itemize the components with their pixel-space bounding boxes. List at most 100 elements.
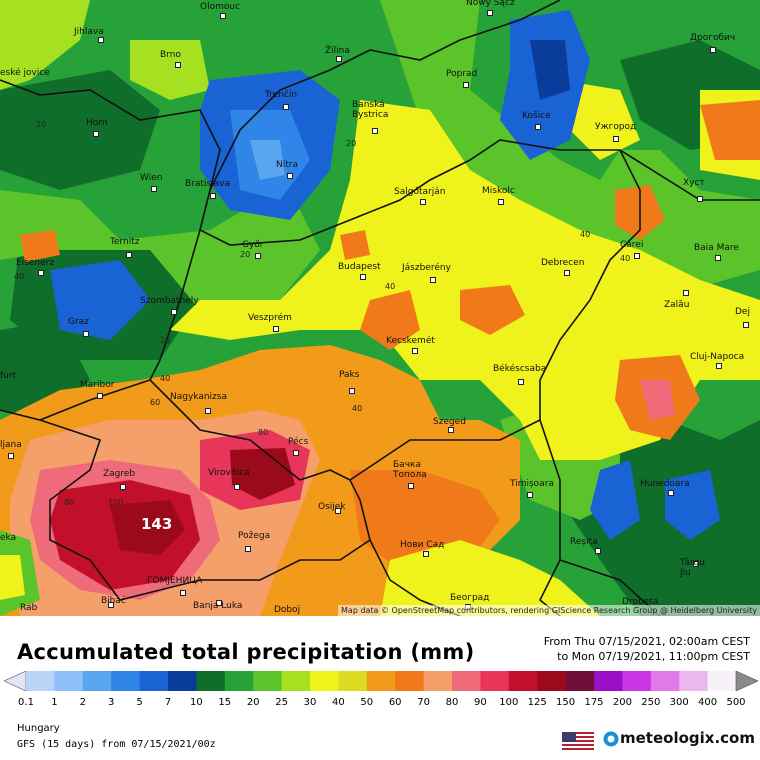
- precipitation-map: Olomouc Nowy Sącz Jihlava Brno Žilina Po…: [0, 0, 760, 616]
- scale-swatch: [82, 671, 112, 691]
- scale-swatch: [565, 671, 595, 691]
- scale-swatch: [594, 671, 623, 691]
- scale-swatch: [224, 671, 254, 691]
- city-label: Zalău: [664, 300, 690, 310]
- contour-label: 20: [240, 250, 251, 259]
- scale-swatch: [679, 671, 709, 691]
- city-label: eka: [0, 533, 17, 543]
- scale-tick-label: 20: [246, 697, 260, 708]
- city-label: Osijek: [318, 502, 346, 512]
- city-label: Хуст: [683, 178, 705, 188]
- city-label: Poprad: [446, 69, 478, 79]
- scale-swatch: [196, 671, 226, 691]
- contour-label: 40: [160, 374, 171, 383]
- scale-swatch: [253, 671, 283, 691]
- us-flag-icon[interactable]: [562, 732, 594, 750]
- city-label: ljana: [0, 440, 22, 450]
- scale-swatch: [423, 671, 453, 691]
- scale-tick-label: 80: [445, 697, 459, 708]
- scale-min-arrow: [4, 671, 27, 691]
- city-label: Horn: [86, 118, 108, 128]
- contour-label: 80: [258, 428, 269, 437]
- brand-name[interactable]: meteologix.com: [620, 729, 755, 747]
- scale-tick-label: 100: [499, 697, 519, 708]
- city-label: Žilina: [325, 46, 350, 56]
- map-attribution: Map data © OpenStreetMap contributors, r…: [338, 605, 760, 616]
- contour-label: 20: [36, 120, 47, 129]
- scale-swatch: [111, 671, 141, 691]
- city-label: Pécs: [288, 437, 309, 447]
- contour-label: 40: [352, 404, 363, 413]
- city-label: eské jovice: [0, 68, 50, 78]
- city-label: Debrecen: [541, 258, 585, 268]
- scale-swatch: [622, 671, 652, 691]
- scale-swatch: [338, 671, 368, 691]
- scale-swatch: [281, 671, 311, 691]
- city-label: Београд: [450, 593, 490, 603]
- color-scale-ticks: 0.1 1 2 3 5 7 10 15 20 25 30 40 50 60 70 80 90 100 125 150 1…: [0, 697, 760, 711]
- scale-max-arrow: [735, 671, 758, 691]
- scale-swatch: [508, 671, 538, 691]
- city-label: Győr: [242, 240, 264, 250]
- city-label: Szeged: [433, 417, 466, 427]
- city-label: Trenčín: [265, 90, 298, 100]
- scale-swatch: [168, 671, 197, 691]
- city-label: Budapest: [338, 262, 381, 272]
- scale-tick-label: 250: [641, 697, 661, 708]
- scale-tick-label: 0.1: [18, 697, 34, 708]
- scale-tick-label: 70: [417, 697, 430, 708]
- contour-label: 40: [620, 254, 631, 263]
- city-label: Bihać: [101, 596, 126, 606]
- scale-tick-label: 60: [388, 697, 402, 708]
- city-label: Бачка Топола: [393, 460, 427, 480]
- city-label: ГОМЈЕНИЦА: [147, 576, 203, 586]
- contour-label: 60: [150, 398, 161, 407]
- chart-title: Accumulated total precipitation (mm): [17, 640, 475, 664]
- contour-label: 40: [385, 282, 396, 291]
- city-label: Brno: [160, 50, 181, 60]
- scale-swatch: [395, 671, 425, 691]
- scale-tick-label: 10: [190, 697, 203, 708]
- scale-swatch: [54, 671, 84, 691]
- scale-tick-label: 50: [360, 697, 374, 708]
- contour-label: 40: [580, 230, 591, 239]
- scale-swatch: [310, 671, 339, 691]
- city-label: Graz: [68, 317, 89, 327]
- meteologix-logo-icon: [603, 731, 619, 747]
- city-label: Dej: [735, 307, 750, 317]
- city-label: Baia Mare: [694, 243, 739, 253]
- contour-label: 20: [160, 336, 171, 345]
- city-label: Békéscsaba: [493, 364, 547, 374]
- scale-tick-label: 400: [698, 697, 718, 708]
- scale-swatch: [707, 671, 737, 691]
- city-label: Banja Luka: [193, 601, 243, 611]
- precipitation-field: [0, 0, 760, 616]
- scale-tick-label: 150: [556, 697, 576, 708]
- city-label: Maribor: [80, 380, 115, 390]
- region-label: Hungary: [17, 723, 60, 734]
- city-label: Timișoara: [510, 479, 554, 489]
- scale-tick-label: 500: [726, 697, 746, 708]
- contour-label: 40: [14, 272, 25, 281]
- city-label: furt: [0, 371, 17, 381]
- city-label: Nitra: [276, 160, 298, 170]
- city-label: Nowy Sącz: [466, 0, 515, 8]
- scale-tick-label: 200: [612, 697, 632, 708]
- city-label: Banská Bystrica: [352, 100, 389, 120]
- scale-tick-label: 175: [584, 697, 604, 708]
- color-scale-bar: [4, 671, 758, 691]
- city-label: Cluj-Napoca: [690, 352, 745, 362]
- scale-swatch: [480, 671, 510, 691]
- city-label: Veszprém: [248, 313, 292, 323]
- city-label: Дрогобич: [690, 33, 736, 43]
- scale-tick-label: 25: [275, 697, 288, 708]
- city-label: Reșița: [570, 537, 598, 547]
- city-label: Miskolc: [482, 186, 515, 196]
- scale-tick-label: 5: [136, 697, 143, 708]
- city-label: Virovitica: [208, 468, 250, 478]
- scale-swatch: [26, 671, 55, 691]
- contour-label: 80: [64, 498, 75, 507]
- city-label: Ternitz: [110, 237, 140, 247]
- city-label: Zagreb: [103, 469, 136, 479]
- scale-tick-label: 90: [474, 697, 487, 708]
